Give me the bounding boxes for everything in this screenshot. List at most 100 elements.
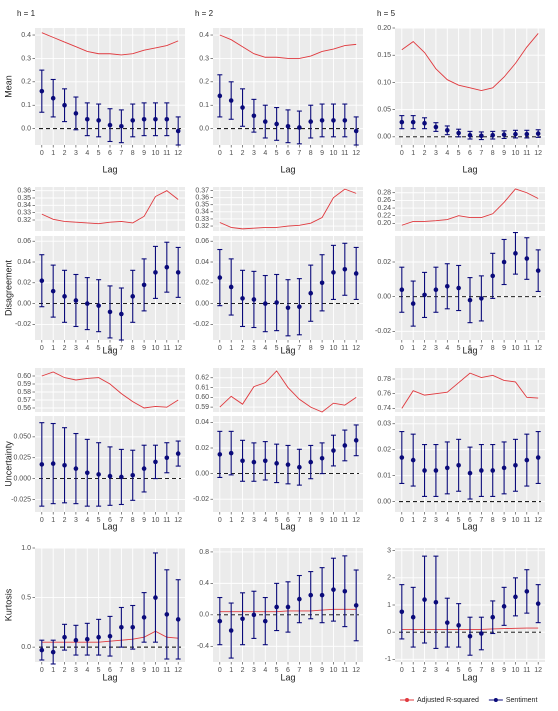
x-tick-label: 3	[252, 517, 256, 524]
y-tick-label: 0.76	[377, 391, 391, 398]
x-tick-label: 3	[252, 667, 256, 674]
x-tick-label: 3	[74, 667, 78, 674]
point	[524, 589, 530, 594]
point	[119, 311, 124, 317]
point	[410, 119, 416, 125]
y-tick-label: 0.36	[195, 194, 209, 201]
y-tick-label: 0.26	[377, 197, 391, 204]
point	[175, 617, 181, 622]
x-tick-label: 11	[163, 150, 170, 157]
point	[342, 118, 348, 123]
point	[422, 468, 427, 473]
x-tick-label: 5	[275, 150, 279, 157]
point	[96, 118, 101, 123]
y-tick-label: 0.36	[17, 188, 31, 195]
x-tick-label: 7	[297, 667, 301, 674]
x-tick-label: 9	[142, 150, 146, 157]
x-tick-label: 12	[352, 345, 360, 352]
point	[399, 609, 405, 615]
x-tick-label: 8	[131, 667, 135, 674]
y-tick-label: 0.06	[17, 238, 31, 245]
line	[219, 370, 357, 413]
point	[422, 597, 427, 602]
point	[479, 468, 484, 473]
point	[62, 102, 67, 108]
y-tick-label: 0.15	[377, 52, 391, 59]
y-tick-label: 0.000	[13, 475, 31, 482]
point	[501, 604, 507, 609]
x-tick-label: 4	[263, 517, 267, 524]
x-tick-label: 3	[252, 150, 256, 157]
x-tick-label: 6	[468, 150, 472, 157]
x-tick-label: 11	[523, 517, 530, 524]
point	[308, 119, 314, 124]
point	[50, 461, 56, 466]
point	[175, 270, 181, 275]
y-tick-label: 0.8	[199, 549, 209, 556]
point	[297, 125, 302, 130]
y-tick-label: 0.37	[195, 187, 209, 194]
y-tick-label: 0.02	[195, 445, 209, 452]
x-tick-label: 12	[352, 667, 360, 674]
point	[456, 285, 461, 291]
y-tick-label: 0.60	[17, 373, 31, 380]
point	[444, 283, 450, 289]
y-axis-label: Mean	[3, 75, 13, 98]
x-tick-label: 6	[286, 517, 290, 524]
x-axis-label: Lag	[462, 521, 477, 531]
x-tick-label: 9	[320, 517, 324, 524]
point	[175, 128, 181, 134]
point	[501, 259, 507, 265]
x-tick-label: 11	[523, 150, 530, 157]
y-tick-label: 0.0	[21, 644, 31, 651]
x-tick-label: 11	[163, 345, 170, 352]
x-tick-label: 7	[297, 517, 301, 524]
x-tick-label: 6	[468, 667, 472, 674]
x-tick-label: 3	[434, 517, 438, 524]
x-tick-label: 6	[286, 345, 290, 352]
point	[251, 297, 257, 302]
point	[467, 470, 473, 476]
x-tick-label: 8	[491, 517, 495, 524]
y-tick-label: 0.5	[21, 594, 31, 601]
point	[308, 592, 314, 598]
point	[217, 275, 223, 280]
point	[524, 256, 530, 261]
x-tick-label: 6	[108, 345, 112, 352]
x-tick-label: 7	[479, 667, 483, 674]
x-tick-label: 7	[297, 345, 301, 352]
point	[84, 470, 90, 476]
x-tick-label: 5	[97, 667, 101, 674]
x-tick-label: 3	[74, 150, 78, 157]
x-tick-label: 9	[502, 667, 506, 674]
y-tick-label: 0.0	[199, 612, 209, 619]
x-tick-label: 10	[330, 667, 338, 674]
point	[217, 452, 223, 457]
y-axis-label: Uncertainty	[3, 441, 13, 487]
point	[251, 113, 257, 119]
x-tick-label: 0	[400, 517, 404, 524]
y-tick-label: 0.78	[377, 376, 391, 383]
x-tick-label: 11	[523, 667, 530, 674]
y-tick-label: -0.025	[11, 496, 31, 503]
point	[274, 604, 279, 610]
line	[401, 188, 539, 226]
x-tick-label: 5	[275, 667, 279, 674]
y-tick-label: 0.025	[13, 455, 31, 462]
point	[513, 251, 518, 256]
point	[141, 116, 147, 122]
x-tick-label: 8	[131, 345, 135, 352]
y-tick-label: 0.56	[17, 405, 31, 412]
x-tick-label: 2	[63, 667, 67, 674]
x-axis-label: Lag	[280, 672, 295, 682]
line	[41, 32, 179, 56]
x-tick-label: 8	[309, 150, 313, 157]
point	[353, 438, 359, 443]
x-tick-label: 1	[51, 667, 55, 674]
point	[217, 93, 223, 99]
y-tick-label: 0.33	[17, 210, 31, 217]
x-tick-label: 2	[423, 667, 427, 674]
x-tick-label: 1	[411, 517, 415, 524]
x-tick-label: 2	[241, 667, 245, 674]
